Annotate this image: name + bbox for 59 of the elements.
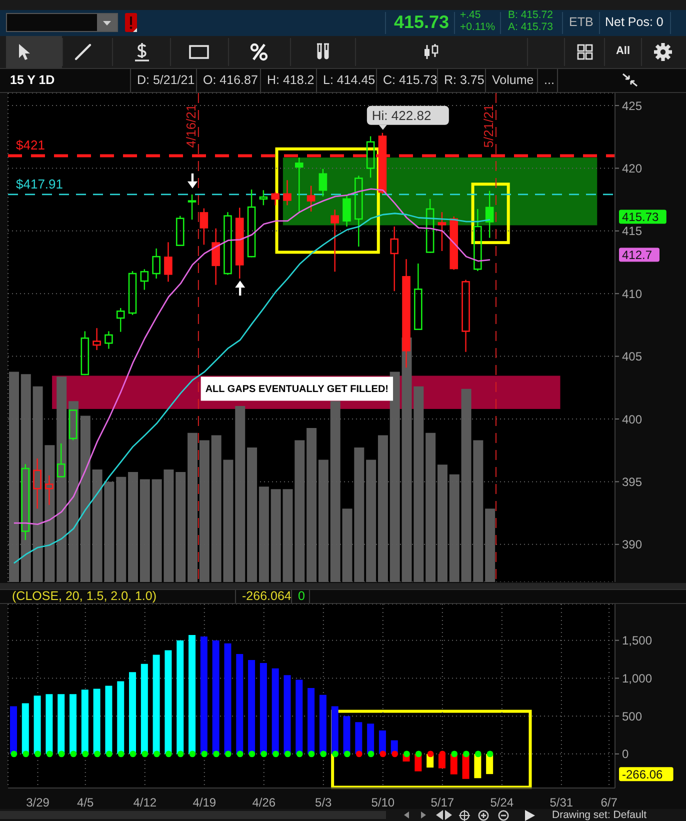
x-tick-label: 4/19 — [192, 796, 216, 810]
text: -266.06 — [622, 767, 664, 782]
text: Drawing set: Default — [552, 809, 647, 821]
bar — [355, 722, 362, 754]
x-tick-label: 5/17 — [430, 796, 454, 810]
bar — [248, 660, 256, 754]
x-tick-label: 4/26 — [252, 796, 276, 810]
bar — [378, 730, 386, 754]
bar — [105, 686, 112, 754]
bar — [200, 636, 208, 754]
x-tick-label: 5/10 — [371, 796, 395, 810]
bar — [343, 716, 350, 754]
bar — [260, 663, 267, 754]
bar — [331, 706, 338, 754]
candlestick — [33, 458, 42, 510]
bar — [152, 654, 160, 754]
bar — [308, 688, 315, 754]
bar — [272, 668, 279, 754]
bar — [81, 690, 88, 754]
bar — [58, 694, 65, 754]
text: -266.064 — [242, 589, 292, 603]
y-tick-label: 390 — [622, 538, 642, 552]
x-tick-label: 5/24 — [490, 796, 514, 810]
bar — [164, 650, 172, 754]
x-tick-label: 5/3 — [315, 796, 332, 810]
x-tick-label: 3/29 — [26, 796, 50, 810]
bar — [34, 696, 41, 754]
x-tick-label: 4/5 — [77, 796, 94, 810]
y-tick-label: 400 — [622, 412, 642, 426]
y-tick-label: 395 — [622, 474, 642, 489]
bar — [224, 643, 232, 754]
bar — [474, 754, 482, 778]
bar — [22, 703, 29, 754]
y-tick-label: 1,000 — [622, 671, 652, 686]
bar — [93, 688, 100, 754]
bar — [319, 694, 326, 754]
bar — [212, 640, 220, 754]
y-tick-label: 1,500 — [622, 634, 652, 648]
bar — [70, 694, 77, 754]
y-tick-label: 0 — [622, 747, 629, 762]
bar — [236, 654, 244, 754]
bar — [296, 680, 303, 754]
bar — [176, 640, 184, 754]
bar — [129, 672, 136, 754]
bar — [188, 635, 196, 754]
bar — [46, 694, 53, 754]
bar — [10, 706, 17, 754]
bar — [284, 675, 291, 754]
y-tick-label: 500 — [622, 709, 642, 724]
text: 0 — [298, 589, 305, 603]
x-tick-label: 4/12 — [133, 796, 157, 810]
chart-title: (CLOSE, 20, 1.5, 2.0, 1.0) — [12, 589, 157, 603]
bar — [462, 754, 470, 779]
candlestick — [45, 474, 54, 506]
bar — [140, 664, 148, 754]
bar — [367, 724, 374, 754]
bar — [117, 681, 124, 754]
x-tick-label: 5/31 — [550, 796, 574, 810]
x-tick-label: 6/7 — [600, 796, 618, 810]
